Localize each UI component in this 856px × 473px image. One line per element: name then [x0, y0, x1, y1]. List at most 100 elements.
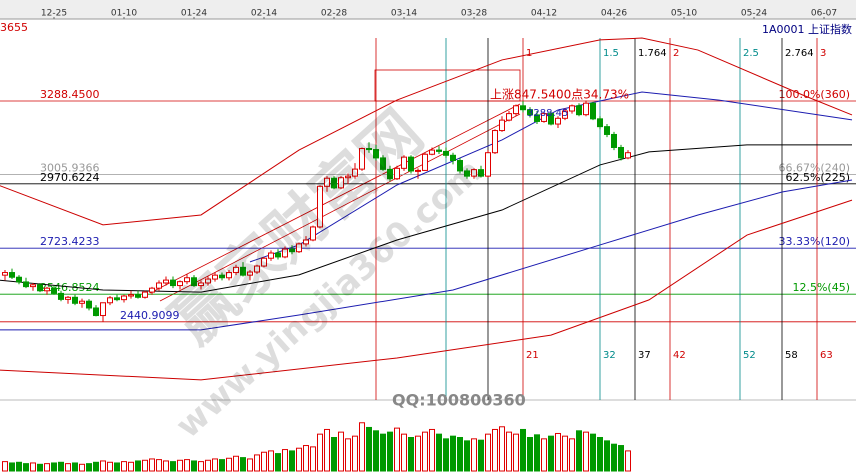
volume-bar: [569, 438, 575, 472]
candle-body: [184, 277, 190, 283]
candle-body: [149, 287, 155, 293]
volume-bar: [373, 430, 379, 472]
volume-bar: [590, 433, 596, 472]
volume-bar: [562, 435, 568, 472]
candle-body: [562, 110, 568, 119]
candle-body: [359, 148, 365, 170]
date-tick-label: 01-24: [181, 9, 207, 19]
volume-bar: [492, 428, 498, 472]
volume-bar: [422, 431, 428, 472]
candle-body: [373, 149, 379, 159]
candle-body: [65, 296, 71, 300]
volume-bar: [429, 428, 435, 472]
volume-bar: [156, 459, 162, 472]
moving-average: [0, 37, 853, 226]
volume-bar: [450, 435, 456, 472]
volume-bar: [107, 461, 113, 472]
candle-body: [86, 300, 92, 309]
candle-body: [247, 271, 253, 276]
volume-bar: [247, 458, 253, 472]
level-label: 2970.6224: [40, 171, 100, 184]
candle-body: [555, 117, 561, 125]
date-tick-label: 05-10: [671, 9, 697, 19]
time-count: 32: [603, 350, 616, 361]
date-tick-label: 06-07: [811, 9, 837, 19]
volume-bar: [219, 459, 225, 472]
volume-bar: [597, 437, 603, 472]
candle-body: [30, 284, 36, 288]
volume-bar: [583, 431, 589, 472]
volume-bar: [100, 460, 106, 472]
volume-bar: [555, 432, 561, 472]
volume-bar: [37, 463, 43, 472]
date-tick-label: 02-28: [321, 9, 347, 19]
time-ratio: 1.764: [638, 48, 667, 59]
time-ratio: 2.5: [743, 48, 759, 59]
candle-body: [513, 105, 519, 115]
candle-body: [541, 113, 547, 122]
candle-body: [275, 252, 281, 258]
candle-body: [212, 274, 218, 280]
volume-bar: [527, 437, 533, 472]
volume-bar: [394, 427, 400, 472]
volume-bar: [128, 461, 134, 472]
qq-watermark: QQ:100800360: [392, 391, 526, 410]
candle-body: [261, 257, 267, 267]
date-tick-label: 04-12: [531, 9, 557, 19]
candle-body: [205, 278, 211, 284]
volume-bar: [184, 459, 190, 472]
volume-bar: [359, 422, 365, 472]
time-count: 21: [526, 350, 539, 361]
candle-body: [583, 102, 589, 116]
volume-bar: [513, 433, 519, 472]
candle-body: [569, 105, 575, 112]
candle-body: [114, 297, 120, 301]
time-count: 52: [743, 350, 756, 361]
candle-body: [506, 113, 512, 121]
candle-body: [450, 154, 456, 162]
candle-body: [142, 291, 148, 298]
time-count: 42: [673, 350, 686, 361]
candle-body: [72, 296, 78, 304]
candle-body: [471, 169, 477, 177]
candle-body: [352, 168, 358, 177]
date-tick-label: 03-28: [461, 9, 487, 19]
candle-body: [499, 119, 505, 132]
candle-body: [366, 148, 372, 151]
candle-body: [268, 252, 274, 259]
volume-bar: [170, 461, 176, 472]
volume-bar: [296, 447, 302, 472]
candle-body: [135, 294, 141, 298]
volume-bar: [457, 437, 463, 472]
volume-bar: [9, 462, 15, 472]
volume-bar: [387, 431, 393, 472]
volume-bar: [86, 463, 92, 472]
candle-body: [170, 279, 176, 287]
volume-bar: [16, 461, 22, 472]
volume-bar: [317, 433, 323, 472]
volume-bar: [352, 435, 358, 472]
candle-body: [233, 266, 239, 274]
candle-body: [604, 126, 610, 135]
volume-bar: [366, 426, 372, 472]
level-label: 2723.4233: [40, 235, 100, 248]
volume-bar: [289, 450, 295, 472]
volume-bar: [226, 457, 232, 472]
candle-body: [191, 277, 197, 287]
volume-bar: [142, 459, 148, 472]
corner-label: 3655: [0, 21, 28, 34]
candle-body: [394, 167, 400, 180]
volume-bar: [625, 450, 631, 472]
candle-body: [520, 105, 526, 111]
volume-bar: [58, 461, 64, 472]
candle-body: [429, 149, 435, 155]
volume-bar: [93, 461, 99, 472]
candle-body: [324, 177, 330, 187]
candle-body: [527, 109, 533, 116]
candle-body: [79, 300, 85, 304]
candle-body: [303, 239, 309, 245]
candle-body: [443, 150, 449, 156]
date-tick-label: 01-10: [111, 9, 137, 19]
candle-body: [226, 272, 232, 279]
volume-bar: [23, 463, 29, 472]
